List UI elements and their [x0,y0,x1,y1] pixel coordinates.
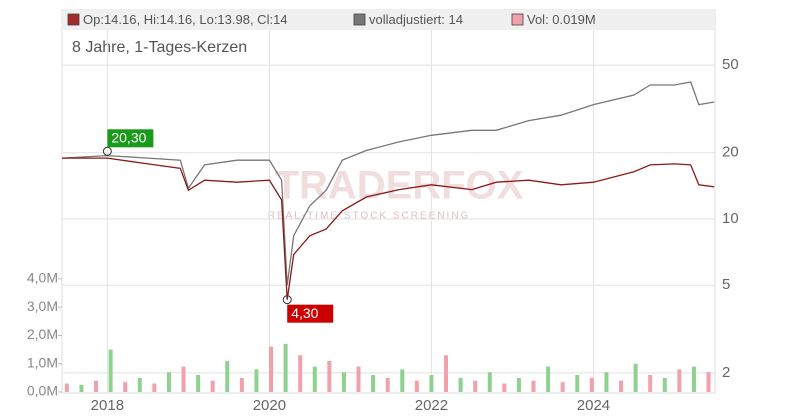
chart-subtitle: 8 Jahre, 1-Tages-Kerzen [72,39,247,56]
x-tick-label: 2018 [91,397,124,414]
volume-bar [414,380,419,393]
volume-bar [196,375,201,393]
volume-bar [79,384,84,393]
series-line [62,157,715,300]
x-tick-label: 2022 [415,397,448,414]
x-tick-label: 2020 [253,397,286,414]
volume-bar [473,380,478,393]
watermark-subtitle: REAL-TIME STOCK SCREENING [268,211,471,222]
volume-bar [662,377,667,393]
volume-bar [589,377,594,393]
volume-bar [400,369,405,393]
legend-label: volladjustiert: 14 [369,12,463,27]
volume-bar [575,375,580,393]
y2-tick-label: 1,0M [27,354,58,370]
volume-bar [94,380,99,393]
volume-bar [706,372,711,393]
annotation-box [107,129,154,148]
volume-bar [502,383,507,393]
volume-bar [546,366,551,393]
volume-bar [371,375,376,393]
annotation-box [287,304,334,323]
volume-bar [108,349,113,393]
volume-bar [239,377,244,393]
volume-bar [691,366,696,393]
legend-label: Vol: 0.019M [527,12,596,27]
volume-bar [604,372,609,393]
annotation-label: 20,30 [111,130,146,146]
volume-bar [181,366,186,393]
legend-swatch [67,13,80,26]
volume-bar [254,369,259,393]
legend-band [62,10,715,30]
series-line [61,81,715,286]
volume-bar [385,377,390,393]
volume-bar [619,380,624,393]
legend-label: Op:14.16, Hi:14.16, Lo:13.98, Cl:14 [83,12,288,27]
volume-bar [458,377,463,393]
volume-bar [152,383,157,393]
volume-bar [429,375,434,393]
volume-bar [210,380,215,393]
volume-bar [327,360,332,393]
volume-bar [283,343,288,393]
volume-bar [444,355,449,393]
annotation-label: 4,30 [291,305,318,321]
volume-bar [677,369,682,393]
y-tick-label: 50 [722,56,739,73]
plot-area [61,9,716,394]
y2-tick-label: 0,0M [27,383,58,399]
legend: Op:14.16, Hi:14.16, Lo:13.98, Cl:14 volla… [67,12,596,27]
volume-bar [487,372,492,393]
volume-bar [225,360,230,393]
y-tick-label: 5 [722,276,730,293]
volume-bar [269,346,274,393]
y2-tick-label: 3,0M [27,298,58,314]
volume-bar [137,377,142,393]
y-tick-label: 20 [722,144,739,161]
volume-bar [633,363,638,393]
volume-bar [560,382,565,393]
volume-bar [166,372,171,393]
volume-bar [516,377,521,393]
volume-bar [298,355,303,393]
y2-tick-label: 4,0M [27,270,58,286]
volume-bar [648,375,653,393]
volume-bar [341,372,346,393]
annotation-marker [282,295,292,305]
legend-swatch [353,13,366,26]
y-tick-label: 10 [722,210,739,227]
volume-bar [531,380,536,393]
volume-bar [312,366,317,393]
x-tick-label: 2024 [577,397,610,414]
y-tick-label: 2 [722,364,730,381]
legend-swatch [511,13,524,26]
y2-tick-label: 2,0M [27,326,58,342]
volume-bar [123,382,128,393]
volume-bar [64,383,69,393]
volume-bar [356,366,361,393]
